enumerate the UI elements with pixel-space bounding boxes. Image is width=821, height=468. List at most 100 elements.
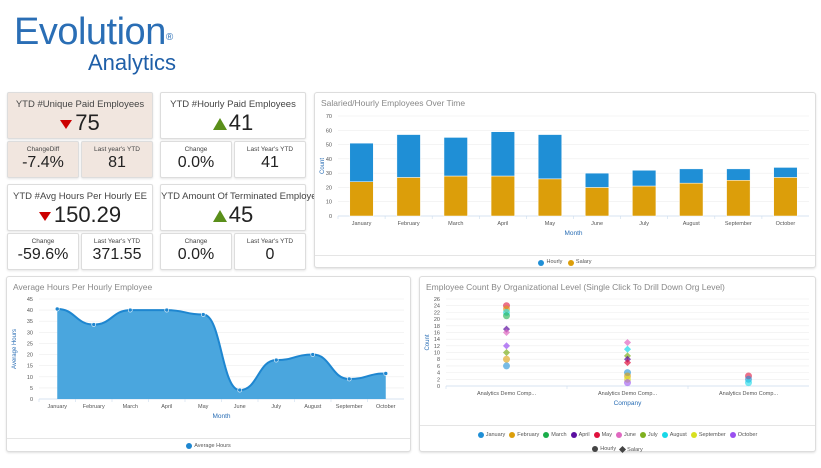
kpi-main[interactable]: YTD #Avg Hours Per Hourly EE 150.29 xyxy=(7,184,153,231)
bar-hourly xyxy=(585,172,610,188)
trend-down-icon xyxy=(60,119,73,129)
salaried-hourly-chart-panel[interactable]: Salaried/Hourly Employees Over Time 0 10 2… xyxy=(314,92,816,268)
bar-hourly xyxy=(490,131,515,177)
legend-hourly[interactable]: Hourly xyxy=(592,443,616,455)
x-tick-label: Analytics Demo Comp... xyxy=(719,391,778,397)
month-dot-icon xyxy=(690,432,697,438)
average-hours-dot-icon xyxy=(186,443,193,449)
y-tick-label: 20 xyxy=(326,185,332,191)
legend-february[interactable]: February xyxy=(509,429,539,441)
bar-hourly xyxy=(537,134,562,180)
average-hours-area-chart[interactable]: 0 5 10 15 20 25 30 35 40 45 January February March Ap… xyxy=(7,277,412,453)
legend-salary[interactable]: Salary xyxy=(619,444,643,456)
kpi-card[interactable]: YTD #Unique Paid Employees 75 ChangeDiff… xyxy=(7,92,153,178)
legend-march[interactable]: March xyxy=(543,429,567,441)
month-dot-icon xyxy=(615,432,622,438)
legend-april[interactable]: April xyxy=(570,429,590,441)
month-dot-icon xyxy=(729,432,736,438)
kpi-sub-label: Change xyxy=(184,146,208,153)
legend-july[interactable]: July xyxy=(639,429,658,441)
legend-label: May xyxy=(601,432,612,438)
kpi-subcard: Change 0.0% xyxy=(160,141,232,178)
month-dot-icon xyxy=(509,432,516,438)
y-tick-label: 8 xyxy=(437,357,440,363)
x-tick-label: June xyxy=(591,221,603,227)
legend-may[interactable]: May xyxy=(593,429,612,441)
kpi-subcard: Last year's YTD 81 xyxy=(81,141,153,178)
trend-up-icon xyxy=(212,210,227,223)
data-point xyxy=(54,306,60,312)
kpi-main[interactable]: YTD Amount Of Terminated Employees 45 xyxy=(160,184,327,231)
bar-hourly xyxy=(349,142,374,182)
diamond-marker-icon xyxy=(619,445,627,454)
kpi-card[interactable]: YTD #Hourly Paid Employees 41 Change 0.0%… xyxy=(160,92,306,178)
bar-hourly xyxy=(726,168,751,181)
y-tick-label: 40 xyxy=(27,308,33,314)
legend-september[interactable]: September xyxy=(690,429,726,441)
legend-label: July xyxy=(647,432,658,438)
salaried-hourly-bar-chart[interactable]: 0 10 20 30 40 50 60 70 January February March April… xyxy=(315,93,817,269)
legend-june[interactable]: June xyxy=(615,429,636,441)
legend-label: April xyxy=(578,432,590,438)
bar-salary xyxy=(443,175,468,217)
kpi-title: YTD #Avg Hours Per Hourly EE xyxy=(13,191,147,202)
y-tick-label: 6 xyxy=(437,364,440,370)
data-point xyxy=(164,307,170,313)
kpi-sub-value: 41 xyxy=(261,154,279,171)
x-tick-label: August xyxy=(683,221,701,227)
kpi-main[interactable]: YTD #Hourly Paid Employees 41 xyxy=(160,92,306,139)
y-axis-title: Count xyxy=(425,334,431,350)
x-axis-title: Company xyxy=(614,400,643,407)
legend-hourly[interactable]: Hourly xyxy=(538,256,562,269)
data-point xyxy=(273,357,279,363)
x-tick-label: May xyxy=(198,404,209,410)
employee-count-org-chart-panel[interactable]: Employee Count By Organizational Level (… xyxy=(419,276,817,455)
chart-title: Salaried/Hourly Employees Over Time xyxy=(321,98,466,108)
x-axis-title: Month xyxy=(564,230,582,237)
kpi-main[interactable]: YTD #Unique Paid Employees 75 xyxy=(7,92,153,139)
bar-hourly xyxy=(773,167,798,178)
scatter-point-hourly xyxy=(503,362,510,370)
data-point xyxy=(346,376,352,382)
y-tick-label: 26 xyxy=(434,297,440,303)
legend-label: Average Hours xyxy=(194,443,231,449)
x-tick-label: February xyxy=(83,404,105,410)
data-point xyxy=(91,322,97,327)
legend-label: January xyxy=(485,432,506,438)
kpi-sub-label: Last Year's YTD xyxy=(246,146,294,153)
legend-label: Salary xyxy=(627,446,643,453)
y-tick-label: 10 xyxy=(434,351,440,357)
y-tick-label: 14 xyxy=(434,337,440,343)
scatter-point-hourly xyxy=(745,379,752,387)
y-tick-label: 0 xyxy=(329,214,332,220)
kpi-title: YTD #Hourly Paid Employees xyxy=(170,99,296,110)
kpi-card[interactable]: YTD Amount Of Terminated Employees 45 Ch… xyxy=(160,184,327,270)
x-tick-label: June xyxy=(234,404,246,410)
bar-salary xyxy=(679,182,704,217)
scatter-point-salary xyxy=(502,349,511,357)
kpi-card[interactable]: YTD #Avg Hours Per Hourly EE 150.29 Chan… xyxy=(7,184,153,270)
bar-salary xyxy=(726,180,751,217)
kpi-subcard: Last Year's YTD 371.55 xyxy=(81,233,153,270)
legend-salary[interactable]: Salary xyxy=(567,256,592,269)
x-tick-label: April xyxy=(161,404,172,410)
kpi-value: 45 xyxy=(228,202,254,227)
legend-october[interactable]: October xyxy=(729,429,757,441)
legend-january[interactable]: January xyxy=(477,429,506,441)
legend-average-hours[interactable]: Average Hours xyxy=(186,439,231,453)
bar-hourly xyxy=(679,168,704,184)
scatter-point-hourly xyxy=(624,379,631,387)
kpi-sub-label: Last Year's YTD xyxy=(93,238,141,245)
bar-salary xyxy=(632,185,657,217)
kpi-sub-label: Change xyxy=(184,238,208,245)
y-tick-label: 4 xyxy=(437,371,440,377)
month-dot-icon xyxy=(593,432,600,438)
month-dot-icon xyxy=(570,432,577,438)
scatter-point-salary xyxy=(502,328,511,336)
average-hours-chart-panel[interactable]: Average Hours Per Hourly Employee 0 5 10 15… xyxy=(6,276,411,452)
scatter-point-salary xyxy=(623,338,632,347)
scatter-point-salary xyxy=(623,345,632,353)
y-tick-label: 35 xyxy=(27,319,33,325)
legend-august[interactable]: August xyxy=(661,429,687,441)
